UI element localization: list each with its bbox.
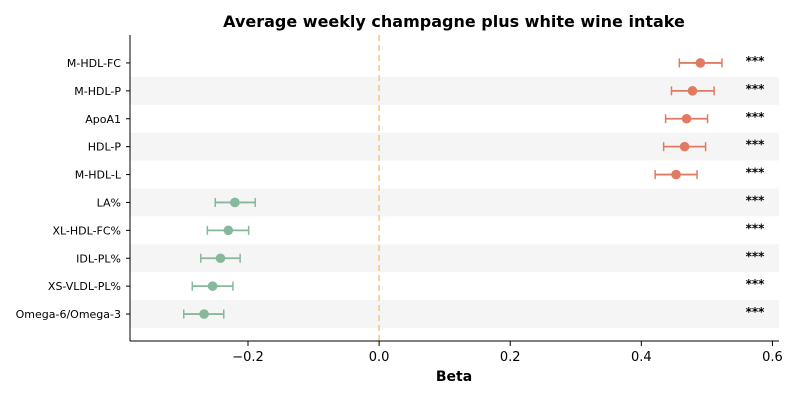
x-tick-label: −0.2 [232, 350, 264, 365]
beta-point [215, 253, 226, 264]
significance-label: *** [746, 54, 766, 68]
significance-label: *** [746, 221, 766, 235]
plot-area: −0.2 0.0 0.2 0.4 0.6 M-HDL-FC *** M-HDL-P *** Apo… [16, 35, 783, 365]
beta-point [687, 86, 698, 96]
y-tick-label: XS-VLDL-PL% [48, 280, 121, 293]
x-tick-label: 0.0 [369, 350, 390, 365]
y-tick-label: M-HDL-P [74, 85, 121, 98]
significance-label: *** [746, 193, 766, 207]
y-tick-label: ApoA1 [85, 113, 121, 126]
significance-label: *** [746, 166, 766, 180]
significance-label: *** [746, 277, 766, 291]
x-tick-label: 0.2 [500, 350, 521, 365]
x-tick-label: 0.6 [762, 350, 783, 365]
significance-label: *** [746, 305, 766, 319]
y-tick-label: LA% [97, 196, 121, 209]
y-tick-label: M-HDL-L [75, 169, 122, 182]
beta-point [199, 309, 209, 319]
y-tick-label: HDL-P [88, 141, 122, 154]
beta-point [695, 58, 706, 68]
significance-label: *** [746, 249, 766, 263]
x-tick-label: 0.4 [631, 350, 652, 365]
beta-point [671, 169, 681, 180]
beta-point [230, 197, 240, 208]
significance-label: *** [746, 82, 766, 96]
y-tick-label: Omega-6/Omega-3 [16, 308, 121, 321]
row-band [130, 300, 779, 328]
beta-point [223, 225, 234, 236]
significance-label: *** [746, 138, 766, 152]
beta-point [681, 113, 692, 124]
y-tick-label: XL-HDL-FC% [52, 224, 121, 237]
y-tick-label: M-HDL-FC [67, 57, 121, 70]
beta-point [207, 281, 218, 291]
beta-point [679, 141, 690, 152]
significance-label: *** [746, 110, 766, 124]
chart-title: Average weekly champagne plus white wine… [223, 12, 685, 31]
y-tick-label: IDL-PL% [76, 252, 121, 265]
x-axis-label: Beta [436, 369, 472, 385]
